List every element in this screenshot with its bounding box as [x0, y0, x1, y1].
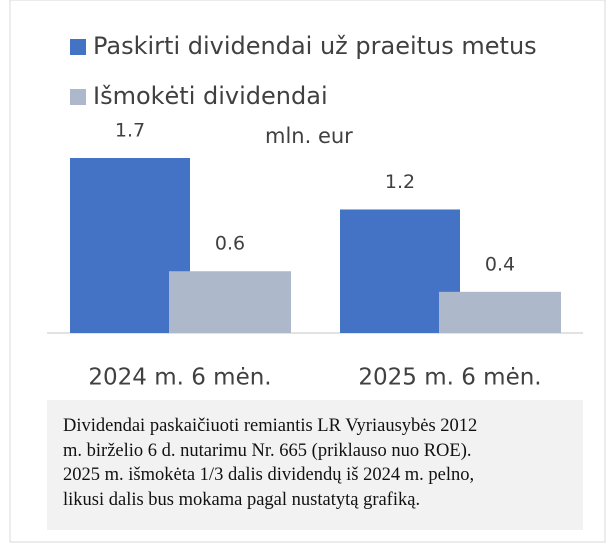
legend-label: Išmokėti dividendai [93, 82, 328, 110]
note-line: likusi dalis bus mokama pagal nustatytą … [63, 489, 421, 510]
bar [439, 291, 561, 333]
bar [169, 271, 291, 333]
legend-swatch [70, 89, 86, 105]
legend-label: Paskirti dividendai už praeitus metus [93, 32, 537, 60]
note-line: 2025 m. išmokėta 1/3 dalis dividendų iš … [63, 465, 475, 485]
x-tick-label: 2025 m. 6 mėn. [358, 365, 541, 391]
note-box: Dividendai paskaičiuoti remiantis LR Vyr… [47, 400, 583, 530]
note-line: Dividendai paskaičiuoti remiantis LR Vyr… [63, 416, 478, 436]
note-line: m. birželio 6 d. nutarimu Nr. 665 (prikl… [63, 440, 472, 461]
x-tick-label: 2024 m. 6 mėn. [88, 365, 271, 391]
data-label: 0.6 [215, 233, 245, 255]
legend-swatch [70, 39, 86, 55]
data-label: 1.2 [385, 171, 415, 193]
data-label: 1.7 [115, 120, 145, 142]
unit-label: mln. eur [265, 124, 353, 148]
data-label: 0.4 [485, 253, 515, 275]
